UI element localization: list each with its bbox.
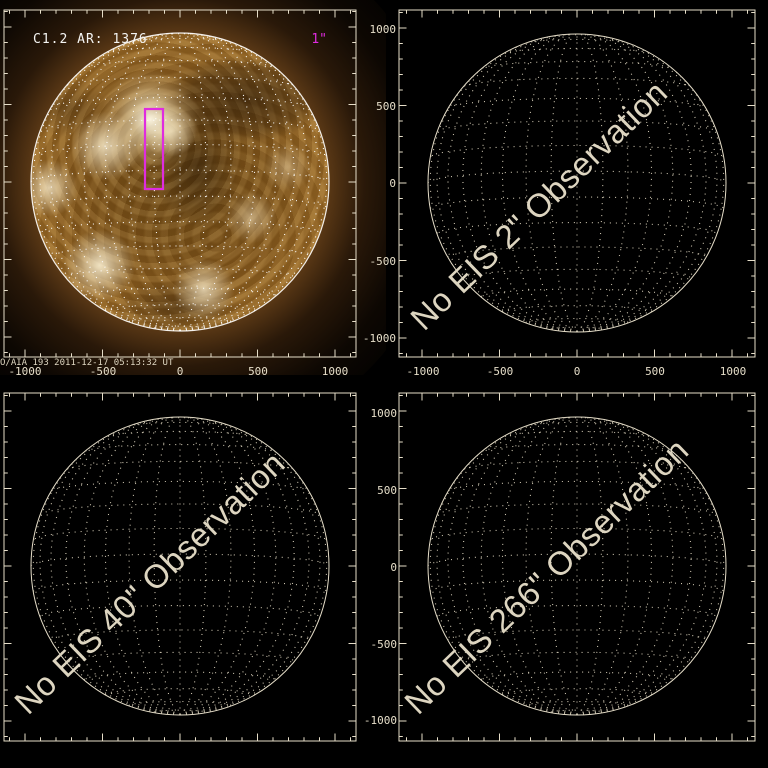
slit-scale-label: 1" (311, 32, 327, 47)
y-tick-label: -1000 (364, 714, 397, 727)
panel-aia-context: C1.2 AR: 1376 1" O/AIA 193 2011-12-17 05… (0, 9, 357, 378)
image-timestamp: O/AIA 193 2011-12-17 05:13:32 UT (0, 358, 174, 368)
y-tick-label: 0 (390, 561, 397, 574)
heliographic-grid (30, 416, 330, 716)
no-observation-label: No EIS 266" Observation (397, 431, 695, 721)
y-tick-label: -1000 (363, 332, 396, 345)
x-tick-label: -500 (487, 365, 514, 378)
x-tick-label: 1000 (720, 365, 747, 378)
x-tick-label: 500 (645, 365, 665, 378)
heliographic-grid (427, 416, 727, 716)
x-tick-label: -1000 (406, 365, 439, 378)
y-tick-label: 1000 (370, 23, 397, 36)
x-tick-label: -500 (90, 365, 117, 378)
y-tick-label: -500 (371, 638, 398, 651)
axis-ticks (4, 393, 356, 741)
aia-193-sun-image (0, 0, 386, 375)
x-axis-labels: -1000 -500 0 500 1000 (406, 365, 746, 378)
solar-limb-circle (30, 416, 330, 716)
x-tick-label: 0 (177, 365, 184, 378)
y-tick-label: 0 (389, 177, 396, 190)
solar-limb-circle (427, 33, 727, 333)
axis-box (3, 9, 357, 358)
x-tick-label: 500 (248, 365, 268, 378)
y-tick-label: 500 (376, 100, 396, 113)
x-axis-labels: -1000 -500 0 500 1000 (8, 365, 348, 378)
axis-ticks (399, 10, 755, 357)
y-tick-label: 500 (377, 484, 397, 497)
no-observation-label: No EIS 2" Observation (403, 73, 674, 337)
solar-limb-circle (30, 32, 330, 332)
x-tick-label: 0 (574, 365, 581, 378)
panel-eis-266: No EIS 266" Observation 1000 500 0 -500 … (364, 392, 756, 742)
eis-raster-box (143, 107, 165, 191)
flare-class-label: C1.2 AR: 1376 (33, 32, 148, 47)
x-tick-label: -1000 (8, 365, 41, 378)
panel-eis-2: No EIS 2" Observation -1000 -500 0 500 1… (363, 9, 756, 378)
y-tick-label: -500 (370, 255, 397, 268)
y-axis-labels: 1000 500 0 -500 -1000 (363, 23, 396, 345)
y-axis-labels: 1000 500 0 -500 -1000 (364, 407, 397, 727)
axis-ticks (4, 10, 356, 357)
solar-limb-circle (427, 416, 727, 716)
no-observation-label: No EIS 40" Observation (7, 444, 292, 721)
heliographic-grid (30, 32, 330, 332)
panel-eis-40: No EIS 40" Observation (3, 392, 357, 742)
y-tick-label: 1000 (371, 407, 398, 420)
axis-ticks (399, 393, 755, 741)
sun-surface-texture (31, 33, 329, 331)
x-tick-label: 1000 (322, 365, 349, 378)
heliographic-grid (427, 33, 727, 333)
